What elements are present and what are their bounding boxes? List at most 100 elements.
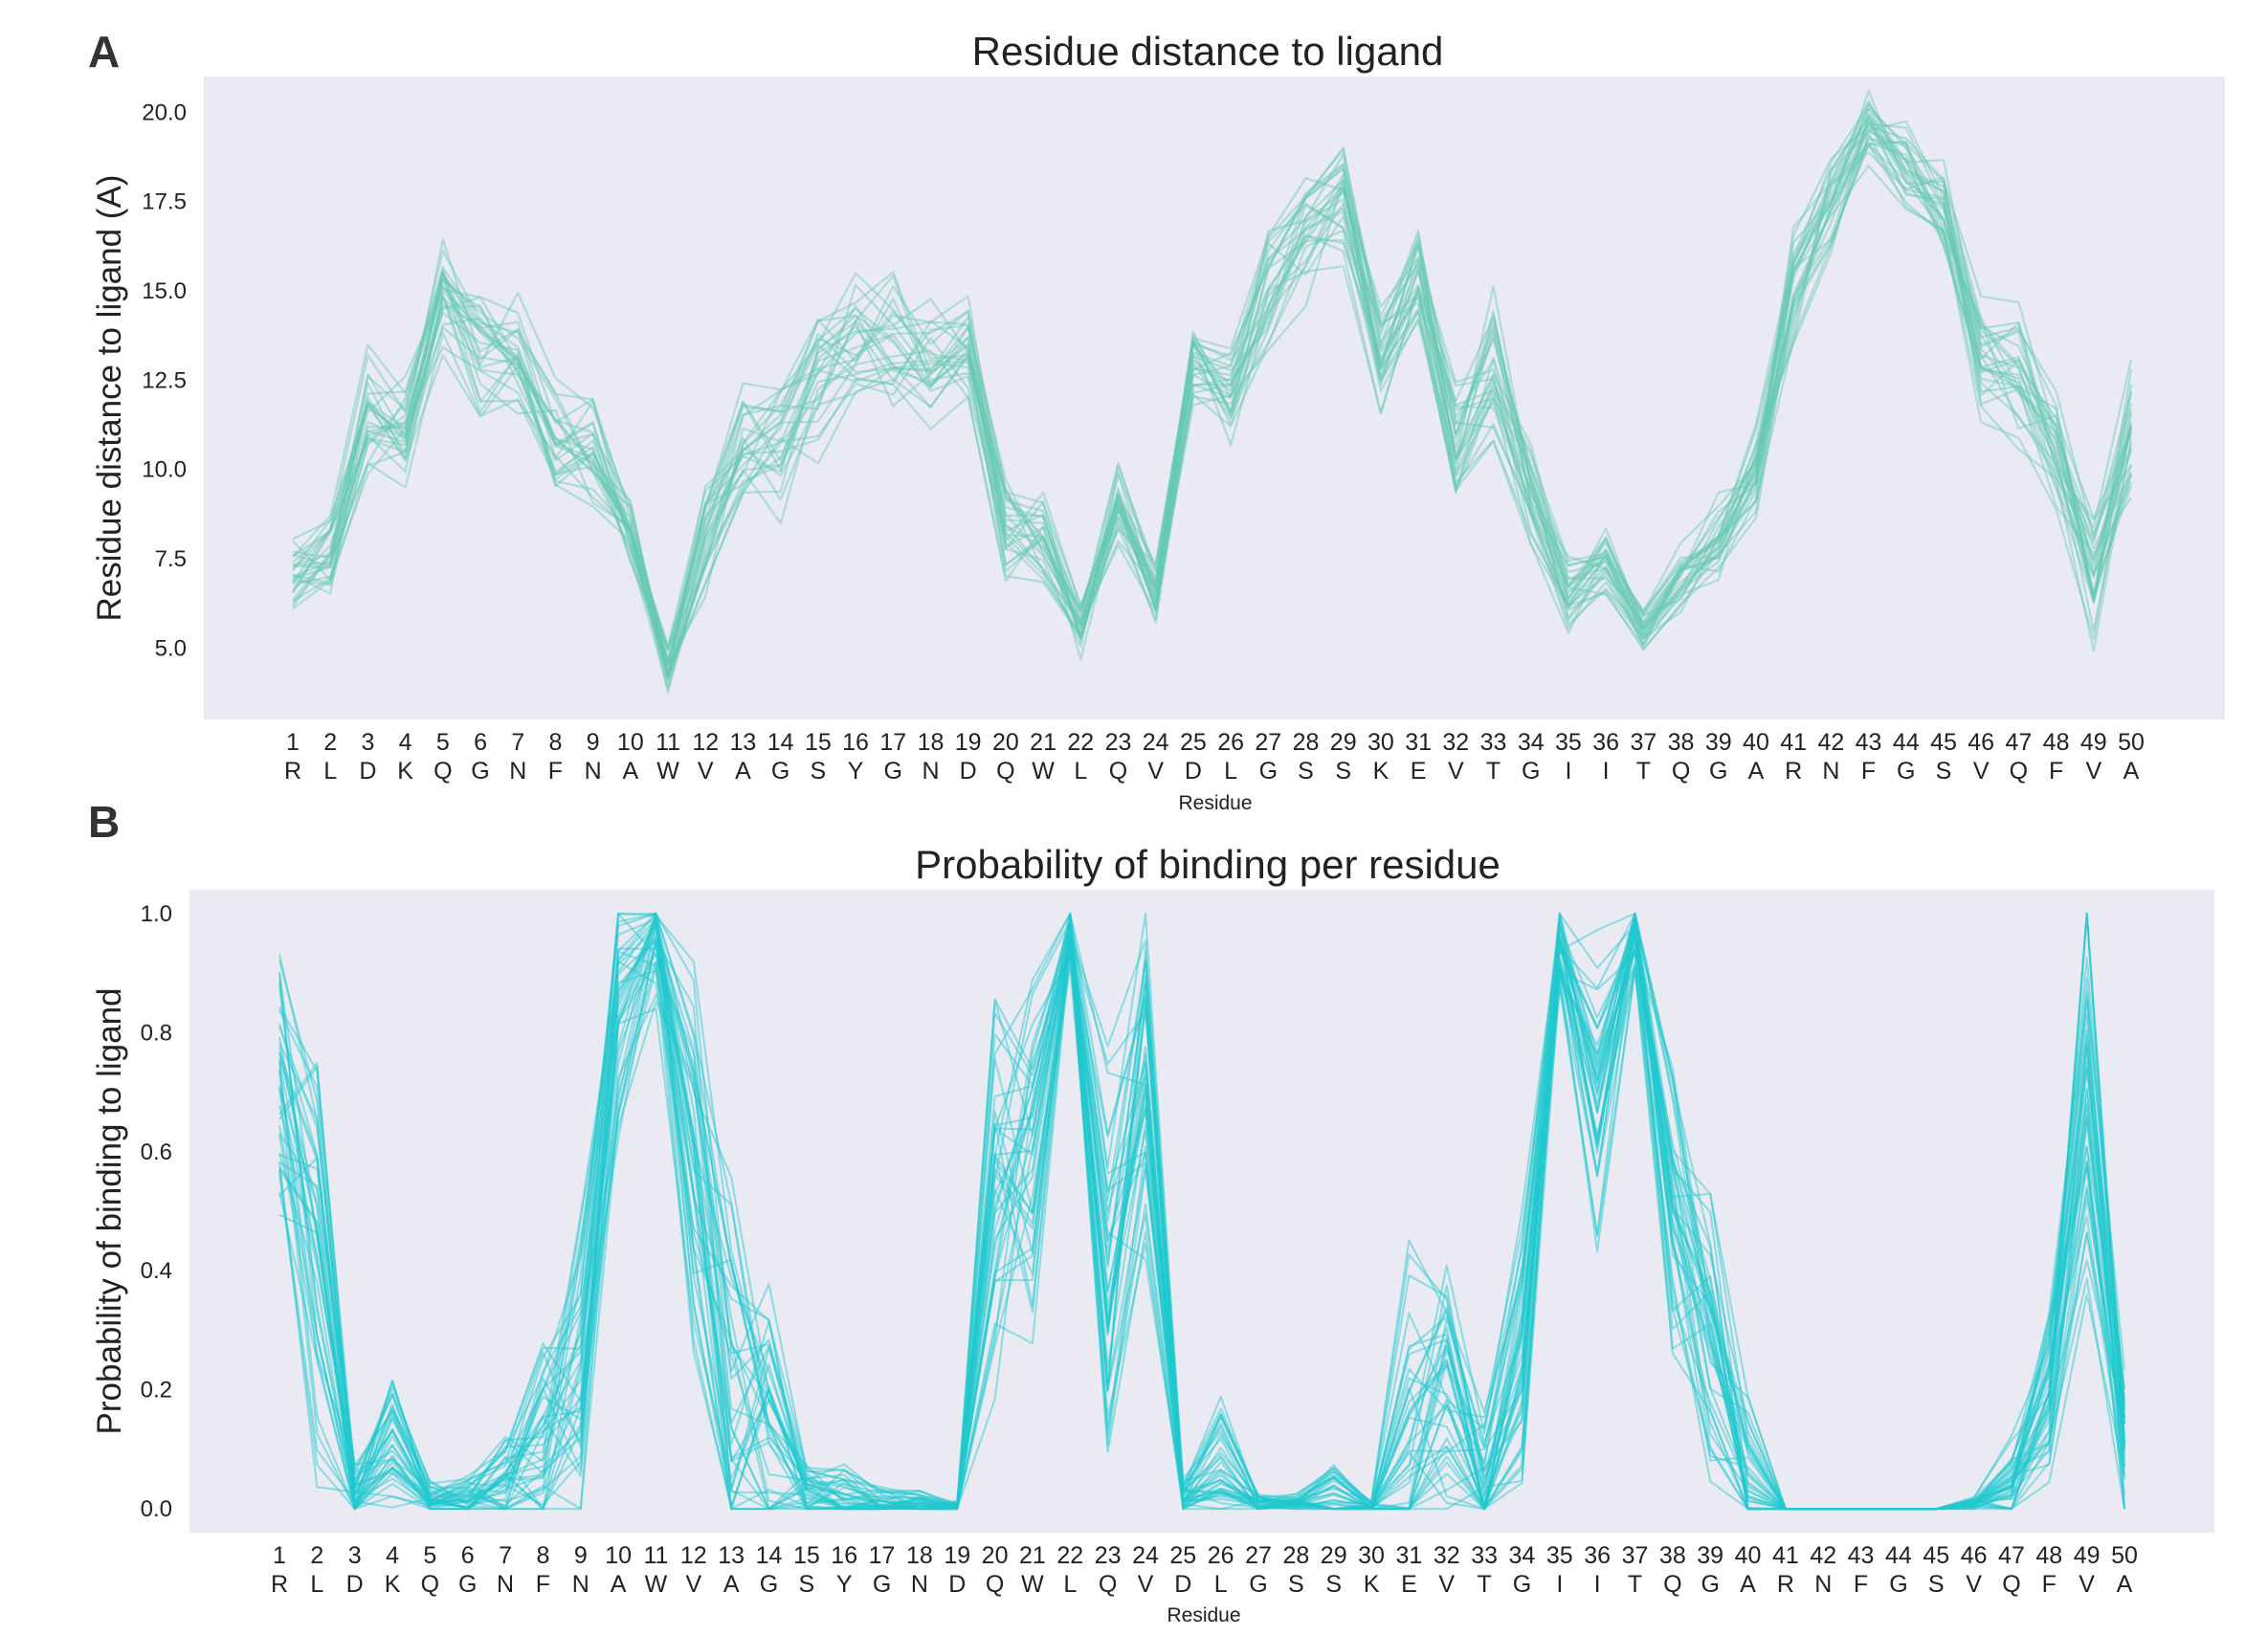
- x-tick-number: 31: [1405, 729, 1432, 756]
- x-tick-number: 11: [643, 1542, 668, 1569]
- x-tick-number: 45: [1930, 729, 1957, 756]
- x-tick-number: 13: [730, 729, 757, 756]
- x-tick-number: 43: [1856, 729, 1882, 756]
- x-tick-residue-letter: R: [1785, 758, 1802, 785]
- x-tick-number: 16: [842, 729, 869, 756]
- series-line: [278, 929, 2125, 1511]
- x-tick-residue-letter: S: [1936, 758, 1952, 785]
- x-tick-number: 34: [1518, 729, 1545, 756]
- panel-b-letter: B: [88, 797, 120, 847]
- x-tick-residue-letter: G: [873, 1571, 891, 1598]
- x-tick-number: 17: [879, 729, 906, 756]
- x-tick-number: 1: [273, 1542, 286, 1569]
- x-tick-residue-letter: S: [1335, 758, 1351, 785]
- x-tick-residue-letter: E: [1411, 758, 1427, 785]
- x-tick-number: 18: [906, 1542, 933, 1569]
- series-line: [292, 143, 2133, 690]
- x-tick-number: 25: [1180, 729, 1207, 756]
- x-tick-number: 33: [1471, 1542, 1498, 1569]
- x-tick-number: 48: [2035, 1542, 2062, 1569]
- x-tick-residue-letter: N: [585, 758, 602, 785]
- series-line: [292, 138, 2133, 678]
- x-tick-residue-letter: N: [509, 758, 526, 785]
- x-tick-number: 42: [1817, 729, 1844, 756]
- series-line: [278, 929, 2125, 1511]
- x-tick-number: 42: [1810, 1542, 1836, 1569]
- series-line: [278, 912, 2125, 1511]
- x-tick-number: 37: [1622, 1542, 1649, 1569]
- x-tick-number: 28: [1282, 1542, 1309, 1569]
- x-tick-residue-letter: Q: [1663, 1571, 1681, 1598]
- x-tick-residue-letter: R: [1777, 1571, 1794, 1598]
- series-line: [278, 917, 2125, 1511]
- x-tick-residue-letter: V: [698, 758, 714, 785]
- y-tick-label: 5.0: [155, 635, 187, 661]
- x-tick-number: 34: [1509, 1542, 1536, 1569]
- x-tick-number: 25: [1169, 1542, 1196, 1569]
- series-line: [292, 107, 2133, 674]
- series-line: [292, 115, 2133, 665]
- x-tick-number: 10: [605, 1542, 632, 1569]
- y-tick-label: 12.5: [142, 367, 187, 393]
- series-line: [278, 922, 2125, 1511]
- y-tick-label: 0.6: [141, 1139, 172, 1165]
- x-tick-number: 33: [1480, 729, 1507, 756]
- x-tick-number: 35: [1555, 729, 1582, 756]
- x-tick-residue-letter: A: [611, 1571, 627, 1598]
- x-tick-number: 48: [2043, 729, 2070, 756]
- series-line: [278, 939, 2125, 1511]
- panel-a-x-ticks: 1R2L3D4K5Q6G7N8F9N10A11W12V13A14G15S16Y1…: [284, 729, 2145, 785]
- x-tick-residue-letter: Q: [1099, 1571, 1117, 1598]
- x-tick-residue-letter: V: [685, 1571, 701, 1598]
- y-tick-label: 7.5: [155, 546, 187, 572]
- series-line: [278, 912, 2125, 1511]
- x-tick-number: 8: [548, 729, 562, 756]
- x-tick-residue-letter: R: [271, 1571, 288, 1598]
- series-line: [278, 912, 2125, 1511]
- series-line: [278, 935, 2125, 1511]
- x-tick-number: 13: [718, 1542, 745, 1569]
- x-tick-residue-letter: S: [1928, 1571, 1945, 1598]
- x-tick-number: 36: [1584, 1542, 1611, 1569]
- series-line: [292, 89, 2133, 665]
- x-tick-residue-letter: Q: [2010, 758, 2028, 785]
- x-tick-number: 39: [1697, 1542, 1723, 1569]
- x-tick-residue-letter: L: [310, 1571, 323, 1598]
- x-tick-number: 46: [1968, 729, 1994, 756]
- x-tick-number: 30: [1358, 1542, 1385, 1569]
- x-tick-residue-letter: A: [1740, 1571, 1756, 1598]
- y-tick-label: 0.8: [141, 1020, 172, 1046]
- series-line: [292, 114, 2133, 675]
- x-tick-residue-letter: G: [760, 1571, 778, 1598]
- x-tick-residue-letter: G: [1709, 758, 1727, 785]
- x-tick-residue-letter: G: [1701, 1571, 1719, 1598]
- x-tick-number: 36: [1592, 729, 1619, 756]
- x-tick-residue-letter: W: [1032, 758, 1055, 785]
- x-tick-residue-letter: T: [1636, 758, 1651, 785]
- series-line: [278, 920, 2125, 1511]
- panel-b-lines: [278, 912, 2125, 1511]
- x-tick-number: 26: [1217, 729, 1244, 756]
- x-tick-number: 2: [310, 1542, 323, 1569]
- panel-a-letter: A: [88, 27, 120, 77]
- x-tick-number: 43: [1848, 1542, 1875, 1569]
- x-tick-number: 31: [1396, 1542, 1423, 1569]
- series-line: [292, 122, 2133, 672]
- x-tick-number: 15: [793, 1542, 820, 1569]
- x-tick-number: 45: [1923, 1542, 1949, 1569]
- x-tick-residue-letter: K: [1373, 758, 1390, 785]
- x-tick-number: 41: [1780, 729, 1807, 756]
- x-tick-residue-letter: G: [1889, 1571, 1907, 1598]
- x-tick-number: 12: [692, 729, 719, 756]
- y-tick-label: 17.5: [142, 189, 187, 215]
- series-line: [292, 122, 2132, 648]
- x-tick-number: 47: [2005, 729, 2032, 756]
- x-tick-residue-letter: L: [323, 758, 337, 785]
- x-tick-number: 10: [617, 729, 644, 756]
- y-tick-label: 0.0: [141, 1496, 172, 1522]
- x-tick-number: 19: [955, 729, 982, 756]
- y-tick-label: 20.0: [142, 99, 187, 125]
- panel-b-plot-area: [189, 890, 2214, 1533]
- x-tick-residue-letter: Q: [986, 1571, 1004, 1598]
- series-line: [292, 118, 2133, 680]
